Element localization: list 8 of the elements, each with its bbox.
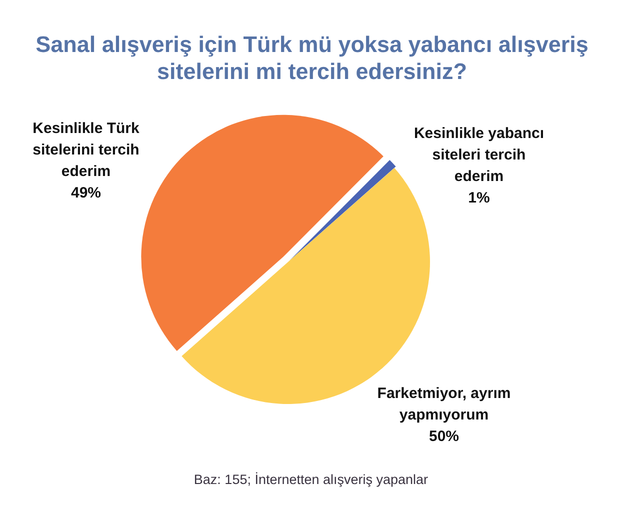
data-label: 49% xyxy=(70,184,102,202)
slice-label: Kesinlikle Türk sitelerini tercih ederim xyxy=(32,120,140,180)
chart-title: Sanal alışveriş için Türk mü yoksa yabancı alışveriş sitelerini mi tercih edersiniz? xyxy=(36,32,588,84)
slice-label: Kesinlikle yabancı siteleri tercih ederim xyxy=(414,125,544,185)
text: Baz: 155; İnternetten alışveriş yapanlar xyxy=(194,472,429,487)
data-label: 1% xyxy=(468,190,490,206)
data-label: 50% xyxy=(428,428,460,445)
slice-label: Farketmiyor, ayrım yapmıyorum xyxy=(377,385,511,424)
